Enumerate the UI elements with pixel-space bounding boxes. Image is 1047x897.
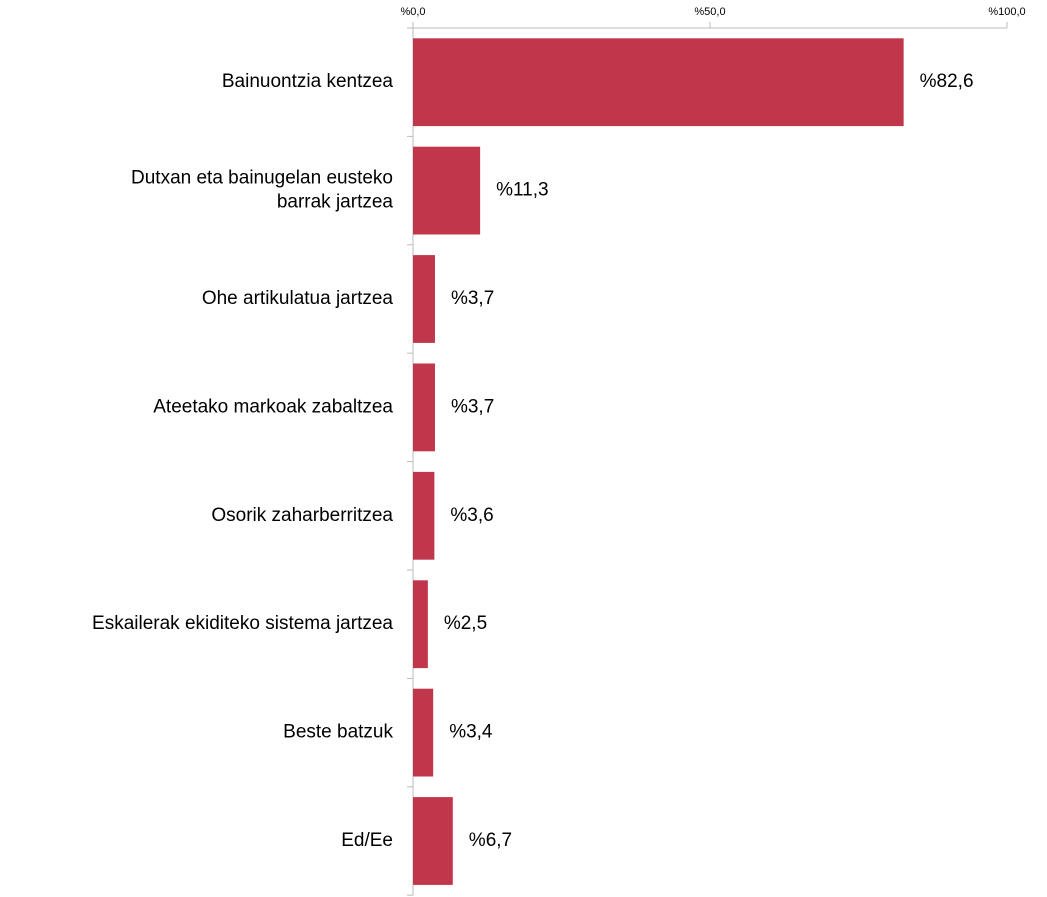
category-label: Osorik zaharberritzea xyxy=(211,505,393,526)
value-label: %3,6 xyxy=(450,505,493,526)
value-label: %6,7 xyxy=(469,830,512,851)
value-label: %3,4 xyxy=(449,722,493,743)
bar xyxy=(413,471,435,560)
bar xyxy=(413,797,453,885)
bar xyxy=(413,38,904,127)
bar xyxy=(413,255,435,343)
bar xyxy=(413,688,434,777)
category-label: Ed/Ee xyxy=(341,830,393,851)
x-tick-label: %100,0 xyxy=(988,6,1025,18)
value-label: %3,7 xyxy=(451,396,494,417)
value-label: %3,7 xyxy=(451,288,494,309)
value-label: %11,3 xyxy=(496,180,548,201)
x-tick-label: %0,0 xyxy=(400,6,425,18)
value-label: %82,6 xyxy=(920,71,974,92)
category-label: Beste batzuk xyxy=(283,722,393,743)
category-label: Eskailerak ekiditeko sistema jartzea xyxy=(92,613,393,634)
bar xyxy=(413,580,428,669)
bar xyxy=(413,146,481,235)
x-tick-label: %50,0 xyxy=(694,6,725,18)
category-label: Dutxan eta bainugelan eusteko barrak jart… xyxy=(131,168,393,213)
category-label: Bainuontzia kentzea xyxy=(222,71,394,92)
category-label: Ateetako markoak zabaltzea xyxy=(153,396,393,417)
category-label: Ohe artikulatua jartzea xyxy=(202,288,394,309)
value-label: %2,5 xyxy=(444,613,487,634)
bar xyxy=(413,363,435,452)
